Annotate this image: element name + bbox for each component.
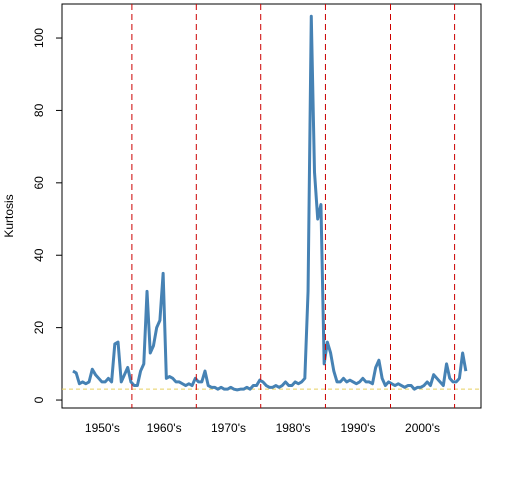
data-line <box>72 14 468 392</box>
y-tick-label: 60 <box>32 176 46 190</box>
x-category-label: 1960's <box>147 421 182 435</box>
y-axis-label: Kurtosis <box>2 194 16 237</box>
y-tick-label: 20 <box>32 321 46 335</box>
x-category-label: 1950's <box>85 421 120 435</box>
y-tick-label: 80 <box>32 103 46 117</box>
x-category-label: 1980's <box>276 421 311 435</box>
y-tick-label: 0 <box>32 396 46 403</box>
plot-frame <box>61 3 482 409</box>
x-category-label: 2000's <box>405 421 440 435</box>
y-tick-label: 40 <box>32 248 46 262</box>
y-tick-label: 100 <box>32 28 46 48</box>
x-category-label: 1990's <box>340 421 375 435</box>
x-category-label: 1970's <box>211 421 246 435</box>
